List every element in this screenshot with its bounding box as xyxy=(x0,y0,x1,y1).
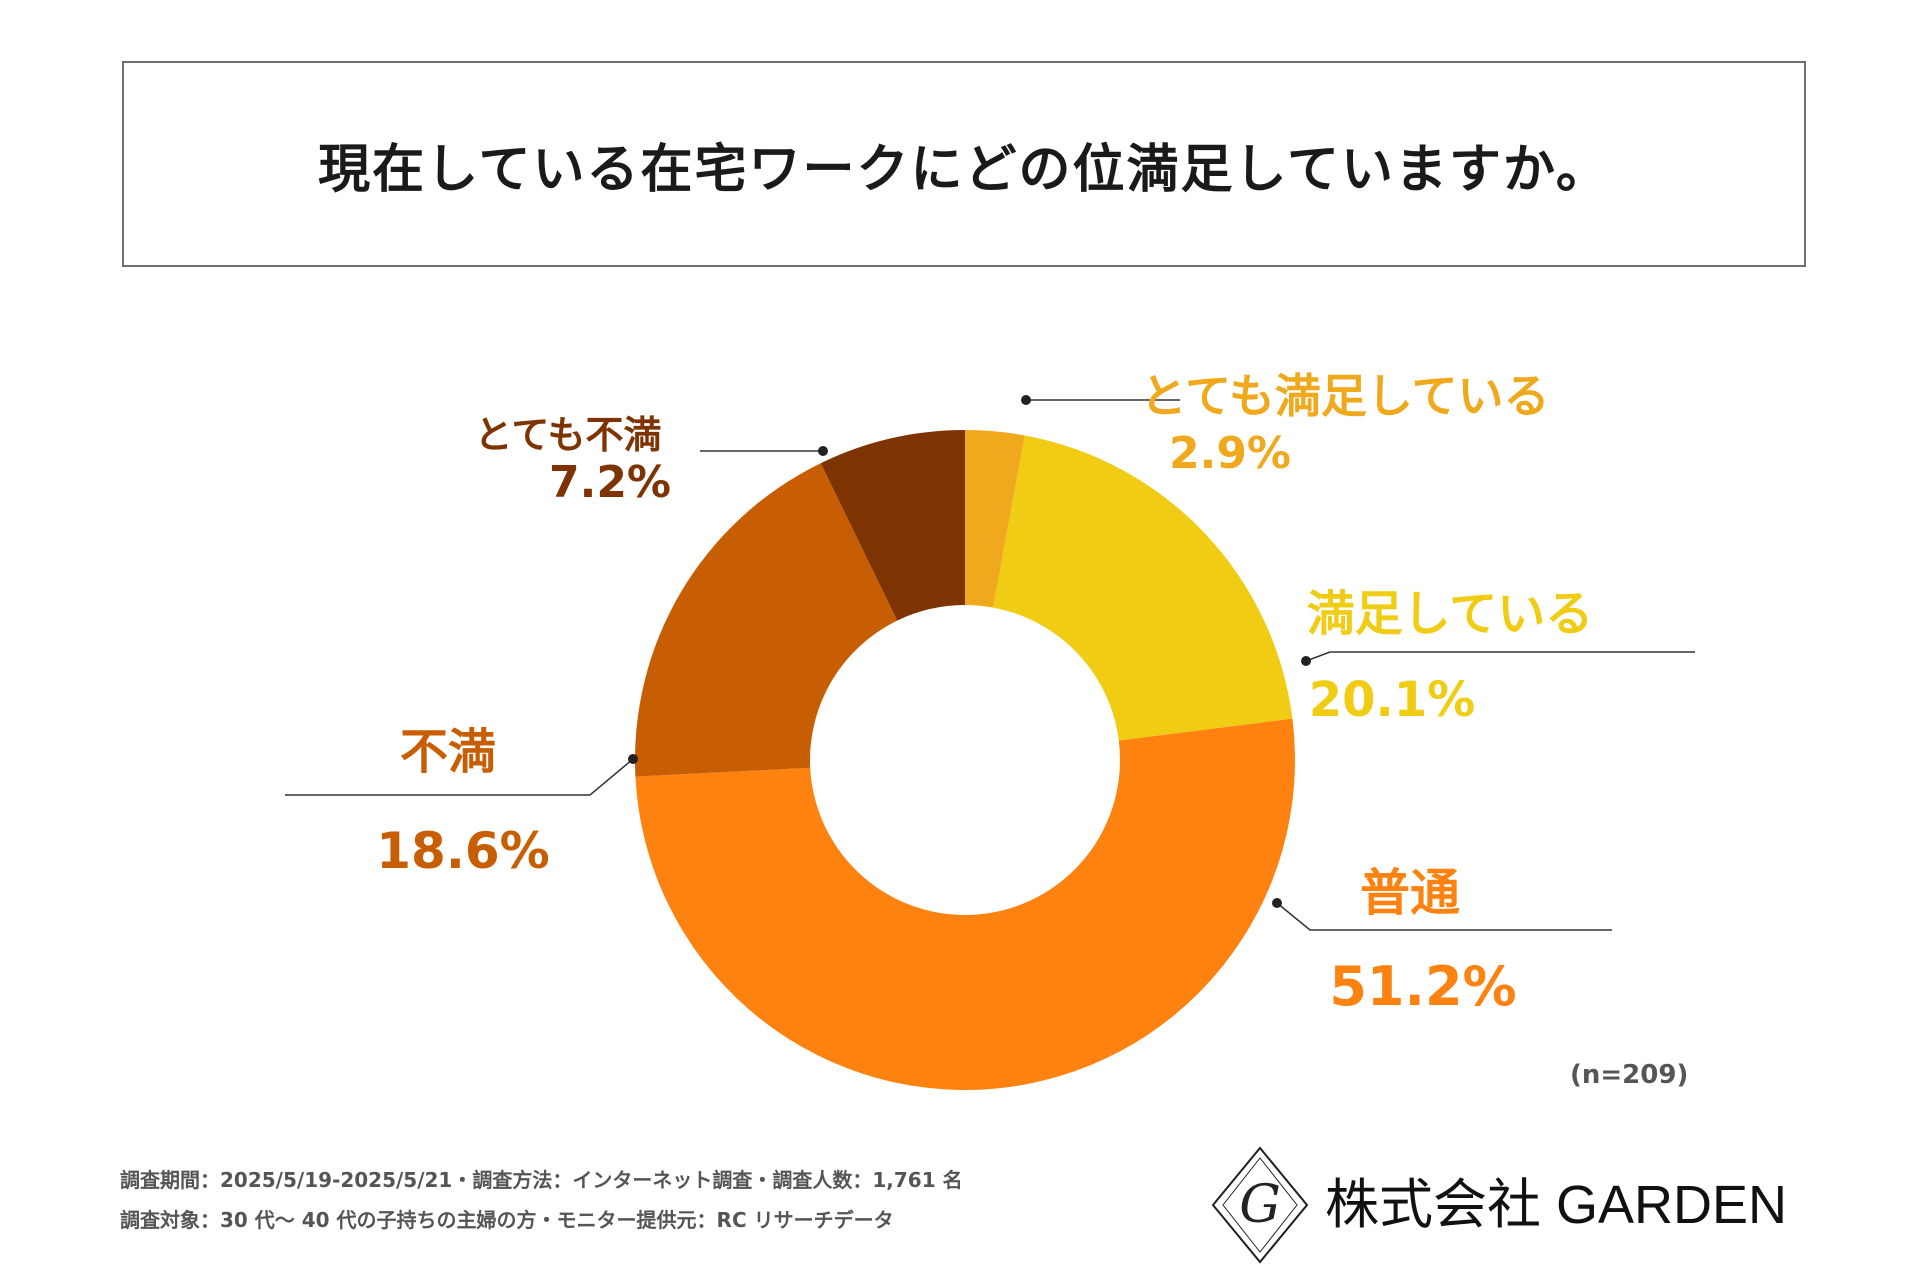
leader-dot-4 xyxy=(628,754,638,764)
page-title: 現在している在宅ワークにどの位満足していますか。 xyxy=(318,139,1610,200)
leader-dot-3 xyxy=(1272,898,1282,908)
survey-notes: 調査期間：2025/5/19-2025/5/21・調査方法：インターネット調査・… xyxy=(120,1160,963,1240)
survey-notes-line-2: 調査対象：30 代〜 40 代の子持ちの主婦の方・モニター提供元：RC リサーチ… xyxy=(120,1208,894,1232)
slice-value-3: 51.2% xyxy=(1329,955,1516,1018)
slice-label-4: 不満 xyxy=(400,724,496,780)
slice-value-4: 18.6% xyxy=(376,822,549,880)
leader-dot-2 xyxy=(1301,656,1311,666)
company-logo: G 株式会社 GARDEN xyxy=(1205,1140,1805,1270)
company-name: 株式会社 GARDEN xyxy=(1325,1175,1788,1235)
leader-line-4 xyxy=(285,758,634,796)
slice-value-2: 20.1% xyxy=(1309,672,1476,728)
leader-dot-5 xyxy=(818,446,828,456)
logo-monogram-letter: G xyxy=(1239,1175,1281,1235)
slice-value-5: 7.2% xyxy=(549,457,671,508)
logo-monogram-icon: G xyxy=(1211,1146,1309,1264)
survey-notes-line-1: 調査期間：2025/5/19-2025/5/21・調査方法：インターネット調査・… xyxy=(120,1168,963,1192)
donut-slice-2 xyxy=(993,435,1293,741)
donut-slice-1 xyxy=(965,430,1025,608)
slice-label-1: とても満足している xyxy=(1141,369,1550,423)
title-box: 現在している在宅ワークにどの位満足していますか。 xyxy=(122,61,1806,267)
leader-line-2 xyxy=(1305,651,1695,662)
leader-dot-1 xyxy=(1021,395,1031,405)
slice-label-5: とても不満 xyxy=(475,413,662,457)
donut-slice-3 xyxy=(635,718,1295,1090)
sample-size-label: (n=209) xyxy=(1570,1060,1689,1090)
slice-label-2: 満足している xyxy=(1307,586,1594,642)
leader-line-3 xyxy=(1276,902,1612,931)
donut-slice-5 xyxy=(820,430,965,621)
slice-value-1: 2.9% xyxy=(1169,428,1291,479)
slice-label-3: 普通 xyxy=(1360,864,1460,922)
donut-slice-4 xyxy=(635,463,898,777)
